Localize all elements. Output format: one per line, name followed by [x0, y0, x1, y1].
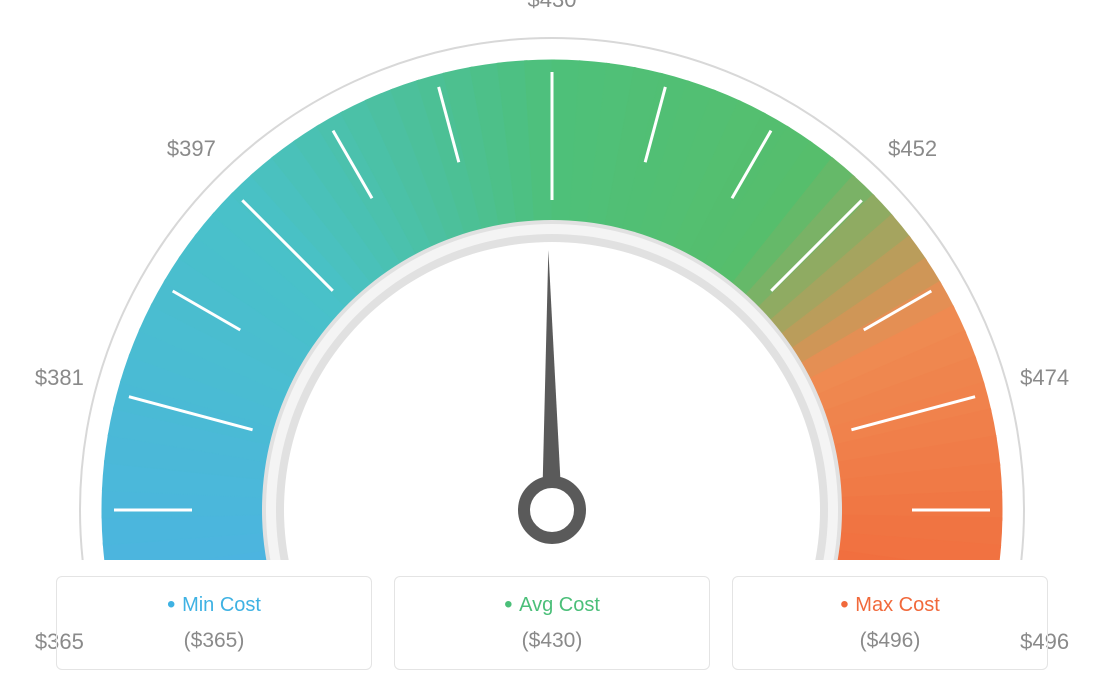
- legend-avg: Avg Cost ($430): [394, 576, 710, 670]
- legend-avg-label: Avg Cost: [403, 591, 701, 619]
- legend-max: Max Cost ($496): [732, 576, 1048, 670]
- tick-label: $474: [1020, 365, 1069, 391]
- legend-min-label: Min Cost: [65, 591, 363, 619]
- gauge-area: $365$381$397$430$452$474$496: [0, 0, 1104, 560]
- legend-max-value: ($496): [741, 629, 1039, 653]
- legend-min-value: ($365): [65, 629, 363, 653]
- legend-min: Min Cost ($365): [56, 576, 372, 670]
- needle: [542, 250, 562, 510]
- gauge-svg: [0, 0, 1104, 560]
- tick-label: $381: [35, 365, 84, 391]
- legend-max-label: Max Cost: [741, 591, 1039, 619]
- tick-label: $430: [528, 0, 577, 13]
- tick-label: $452: [888, 136, 937, 162]
- legend-row: Min Cost ($365) Avg Cost ($430) Max Cost…: [0, 576, 1104, 670]
- tick-label: $397: [167, 136, 216, 162]
- cost-gauge-chart: $365$381$397$430$452$474$496 Min Cost ($…: [0, 0, 1104, 690]
- legend-avg-value: ($430): [403, 629, 701, 653]
- needle-hub: [524, 482, 580, 538]
